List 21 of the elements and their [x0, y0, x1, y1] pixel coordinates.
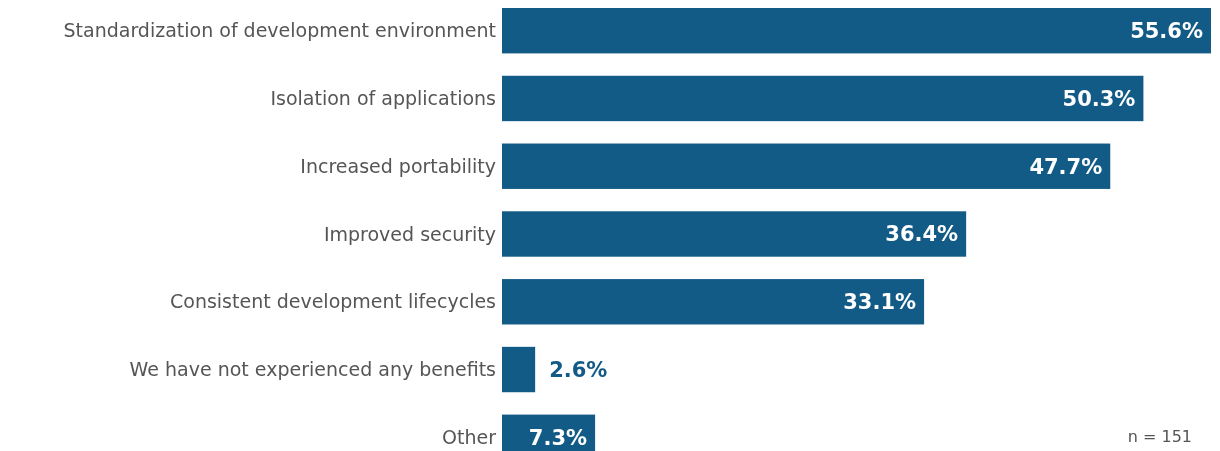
y-tick-label: Increased portability: [300, 154, 496, 177]
data-label: 7.3%: [528, 425, 588, 450]
y-tick-label: Isolation of applications: [270, 87, 496, 110]
data-label: 50.3%: [1062, 86, 1136, 111]
bar: [502, 346, 536, 393]
bar: [502, 211, 967, 257]
data-label: 47.7%: [1029, 154, 1103, 179]
data-label: 36.4%: [885, 222, 959, 247]
y-tick-label: Standardization of development environment: [63, 19, 496, 42]
bar: [502, 8, 1211, 54]
bar: [502, 143, 1111, 189]
y-tick-label: Other: [442, 425, 497, 448]
data-label: 2.6%: [549, 357, 608, 382]
data-label: 55.6%: [1130, 19, 1203, 44]
y-tick-label: Consistent development lifecycles: [170, 290, 496, 313]
annotation: n = 151: [1127, 427, 1192, 446]
y-tick-label: We have not experienced any benefits: [129, 358, 496, 381]
bar: [502, 75, 1144, 122]
bar: [502, 279, 925, 325]
y-tick-label: Improved security: [323, 222, 496, 245]
data-label: 33.1%: [843, 290, 917, 315]
